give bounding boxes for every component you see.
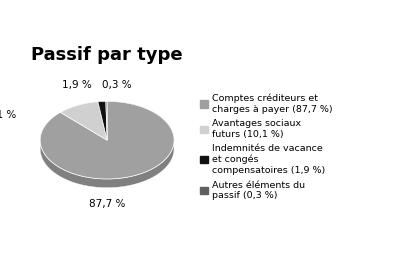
PathPatch shape [40, 101, 174, 179]
PathPatch shape [106, 101, 107, 110]
PathPatch shape [98, 101, 106, 111]
Title: Passif par type: Passif par type [31, 46, 183, 64]
Text: 0,3 %: 0,3 % [102, 80, 132, 90]
PathPatch shape [40, 101, 174, 188]
PathPatch shape [61, 102, 107, 140]
PathPatch shape [106, 101, 107, 140]
PathPatch shape [98, 101, 107, 140]
Text: 87,7 %: 87,7 % [89, 199, 125, 209]
Text: 10,1 %: 10,1 % [0, 110, 17, 120]
PathPatch shape [61, 102, 98, 121]
Legend: Comptes créditeurs et
charges à payer (87,7 %), Avantages sociaux
futurs (10,1 %: Comptes créditeurs et charges à payer (8… [200, 94, 332, 200]
Text: 1,9 %: 1,9 % [62, 80, 92, 90]
